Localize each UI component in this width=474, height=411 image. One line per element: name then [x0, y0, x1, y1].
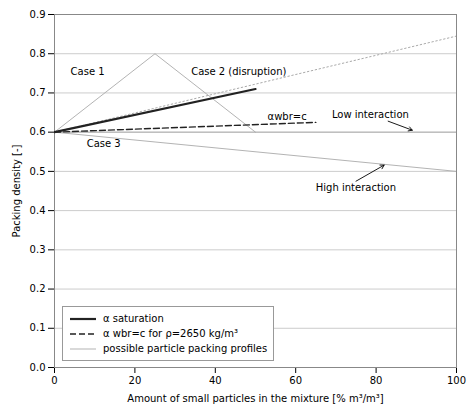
- svg-text:Case 1: Case 1: [71, 66, 105, 77]
- svg-text:Amount of small particles in t: Amount of small particles in the mixture…: [127, 393, 383, 404]
- svg-text:0.8: 0.8: [30, 48, 46, 59]
- svg-text:0.9: 0.9: [30, 9, 46, 20]
- svg-text:0.7: 0.7: [30, 87, 46, 98]
- svg-text:Low interaction: Low interaction: [332, 109, 409, 120]
- svg-text:100: 100: [447, 375, 466, 386]
- html-text:possible particle packing prof: possible particle packing profiles: [103, 343, 268, 354]
- html-text:α wbr=c for ρ=2650 kg/m³: α wbr=c for ρ=2650 kg/m³: [103, 328, 238, 339]
- svg-text:40: 40: [209, 375, 222, 386]
- svg-text:0.5: 0.5: [30, 166, 46, 177]
- svg-text:αwbr=c: αwbr=c: [268, 111, 307, 122]
- svg-text:0.2: 0.2: [30, 283, 46, 294]
- svg-text:High interaction: High interaction: [316, 182, 396, 193]
- svg-text:80: 80: [370, 375, 383, 386]
- svg-text:0.0: 0.0: [30, 362, 46, 373]
- svg-text:0.4: 0.4: [30, 205, 46, 216]
- svg-text:20: 20: [129, 375, 142, 386]
- svg-text:0.6: 0.6: [30, 126, 46, 137]
- svg-text:0: 0: [51, 375, 57, 386]
- html-text:α saturation: α saturation: [103, 313, 164, 324]
- svg-text:60: 60: [289, 375, 302, 386]
- svg-text:Case 2 (disruption): Case 2 (disruption): [191, 66, 286, 77]
- svg-text:0.3: 0.3: [30, 244, 46, 255]
- svg-text:Packing density [-]: Packing density [-]: [11, 144, 22, 237]
- svg-text:Case 3: Case 3: [87, 138, 121, 149]
- svg-text:0.1: 0.1: [30, 322, 46, 333]
